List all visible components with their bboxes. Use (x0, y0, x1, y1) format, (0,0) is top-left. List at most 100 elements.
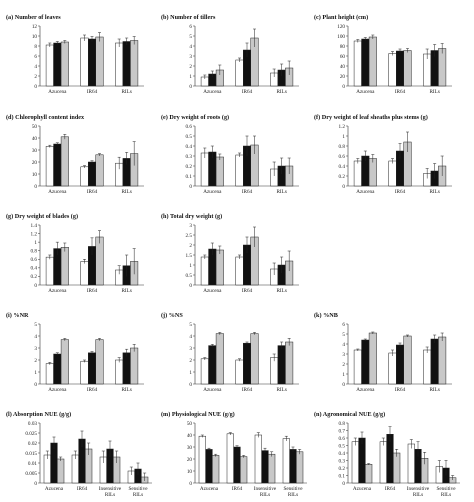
bar-d-0-1 (53, 143, 62, 187)
y-tick-label-h: 3 (189, 223, 192, 229)
y-tick-label-n: 0.2 (339, 466, 346, 472)
bar-i-2-2 (130, 347, 139, 385)
bar-m-2-2 (268, 453, 276, 484)
bar-j-2-2 (285, 341, 294, 385)
x-category-label-m: IR64 (232, 486, 243, 492)
bar-d-0-0 (45, 146, 54, 187)
panel-title-g: (g) Dry weight of blades (g) (6, 213, 78, 220)
y-tick-label-l: 0.01 (28, 461, 37, 467)
y-tick-label-k: 4 (342, 342, 345, 348)
bar-a-1-2 (95, 36, 104, 87)
bar-k-1-0 (388, 352, 397, 385)
bar-m-3-2 (296, 451, 304, 484)
y-tick-label-a: 2 (34, 74, 37, 80)
panel-title-b: (b) Number of tillers (161, 14, 216, 21)
bar-h-0-0 (200, 256, 209, 286)
y-tick-label-i: 1 (34, 370, 37, 376)
y-tick-label-k: 5 (342, 332, 345, 338)
bar-h-0-2 (215, 249, 224, 286)
y-tick-label-e: 0 (189, 184, 192, 190)
y-tick-label-d: 50 (32, 124, 38, 130)
bar-a-0-1 (53, 42, 62, 87)
y-tick-label-g: 1.2 (31, 231, 38, 237)
x-category-label-b: IR64 (242, 89, 253, 95)
y-tick-label-i: 2 (34, 358, 37, 364)
y-tick-label-j: 1 (189, 370, 192, 376)
y-tick-label-j: 2 (189, 358, 192, 364)
bar-g-1-0 (80, 261, 89, 286)
y-tick-label-n: 0.3 (339, 458, 346, 464)
x-category-label-f: IR64 (395, 189, 406, 195)
panel-title-h: (h) Total dry weight (g) (161, 213, 222, 220)
y-tick-label-g: 0.8 (31, 249, 38, 255)
y-tick-label-c: 80 (340, 44, 346, 50)
bar-j-0-2 (215, 333, 224, 385)
x-category-label-a: RILs (121, 89, 131, 95)
x-category-label-g: Azucena (48, 288, 67, 294)
y-tick-label-h: 2.5 (186, 233, 193, 239)
y-tick-label-m: 50 (187, 421, 193, 427)
x-category-label-n: Insensitive (407, 486, 430, 492)
y-tick-label-i: 4 (34, 334, 37, 340)
y-tick-label-e: 0.3 (186, 154, 193, 160)
bar-n-0-2 (365, 464, 373, 484)
x-category-label-a: IR64 (87, 89, 98, 95)
y-tick-label-e: 0.1 (186, 174, 193, 180)
bar-i-2-0 (115, 359, 124, 385)
bar-e-0-2 (215, 156, 224, 187)
bar-n-1-0 (379, 441, 387, 484)
y-tick-label-i: 5 (34, 322, 37, 328)
y-tick-label-c: 20 (340, 74, 346, 80)
bar-k-1-1 (396, 344, 404, 385)
x-category-label-f: RILs (429, 189, 439, 195)
y-tick-label-n: 0.5 (339, 443, 346, 449)
y-tick-label-h: 1.5 (186, 253, 193, 259)
bar-k-0-1 (361, 339, 370, 385)
y-tick-label-b: 6 (189, 24, 192, 30)
bar-j-0-0 (200, 358, 209, 385)
y-tick-label-g: 1 (34, 240, 37, 246)
y-tick-label-n: 0.8 (339, 421, 346, 427)
y-tick-label-g: 0.4 (31, 266, 38, 272)
y-tick-label-n: 0 (342, 481, 345, 487)
panel-title-e: (e) Dry weight of roots (g) (161, 114, 229, 121)
y-tick-label-l: 0.025 (25, 431, 37, 437)
y-tick-label-f: 1.2 (339, 124, 346, 130)
y-tick-label-m: 40 (187, 433, 193, 439)
y-tick-label-d: 40 (32, 136, 38, 142)
y-tick-label-j: 5 (189, 322, 192, 328)
y-tick-label-b: 2 (189, 64, 192, 70)
x-category-label-k: IR64 (395, 387, 406, 393)
y-tick-label-i: 3 (34, 346, 37, 352)
x-category-label-n: Sensitive (436, 486, 456, 492)
y-tick-label-h: 1 (189, 263, 192, 269)
y-tick-label-k: 2 (342, 362, 345, 368)
y-tick-label-c: 0 (342, 84, 345, 90)
x-category-label-e: RILs (276, 189, 286, 195)
y-tick-label-j: 3 (189, 346, 192, 352)
y-tick-label-f: 0.6 (339, 154, 346, 160)
bar-i-1-0 (80, 360, 89, 385)
bar-k-0-2 (368, 332, 377, 385)
bar-d-1-0 (80, 166, 89, 187)
bar-b-1-0 (235, 59, 244, 87)
bar-j-2-0 (270, 357, 279, 385)
y-tick-label-a: 0 (34, 84, 37, 90)
bar-n-0-0 (351, 441, 359, 484)
y-tick-label-n: 0.1 (339, 473, 346, 479)
panel-title-a: (a) Number of leaves (6, 14, 61, 21)
y-tick-label-c: 60 (340, 54, 346, 60)
x-category-label-h: RILs (276, 288, 286, 294)
x-category-label-i: Azucena (48, 387, 67, 393)
panel-title-m: (m) Physiological NUE (g/g) (161, 411, 235, 418)
x-category-label-j: IR64 (242, 387, 253, 393)
x-category-label-b: RILs (276, 89, 286, 95)
bar-a-1-0 (80, 37, 89, 87)
y-tick-label-m: 10 (187, 469, 193, 475)
bar-a-1-1 (88, 38, 96, 87)
bar-a-2-0 (115, 42, 124, 87)
panel-title-d: (d) Chlorophyll content index (6, 114, 85, 121)
bar-a-2-1 (122, 41, 131, 87)
y-tick-label-l: 0.005 (25, 471, 37, 477)
